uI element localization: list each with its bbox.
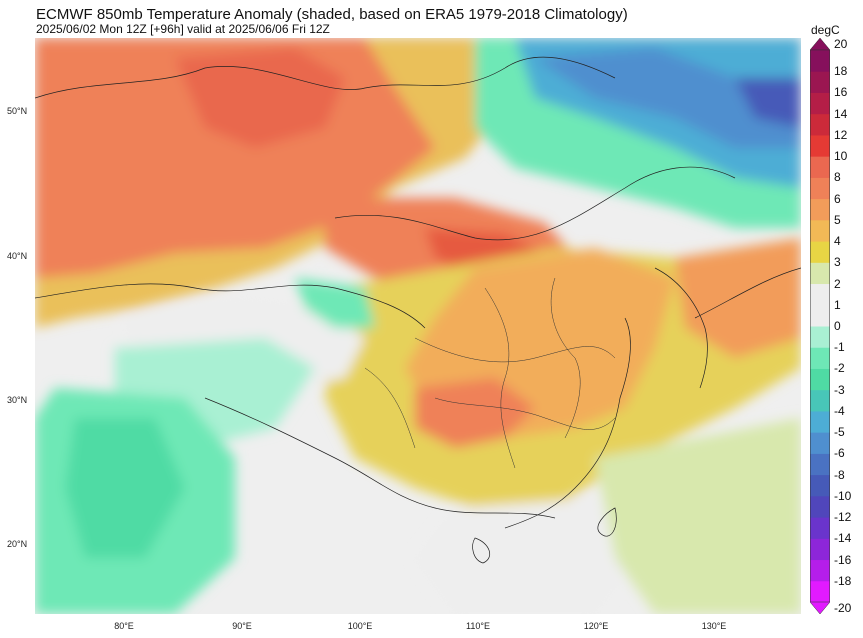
lon-label-130e: 130°E	[701, 621, 727, 631]
colorbar-tick-label: -3	[834, 382, 845, 397]
colorbar-tick-label: -14	[834, 531, 852, 546]
colorbar-tick-label: -10	[834, 488, 852, 503]
colorbar-band	[810, 241, 830, 263]
anomaly-neutral-southeast	[595, 418, 801, 614]
colorbar	[810, 38, 830, 614]
colorbar-tick-label: 5	[834, 212, 841, 227]
coastline-japan	[694, 267, 801, 319]
colorbar-band	[810, 368, 830, 391]
colorbar-band	[810, 198, 830, 221]
colorbar-tick-label: -1	[834, 340, 845, 355]
island-taiwan	[597, 507, 617, 537]
colorbar-band	[810, 177, 830, 200]
map-canvas	[35, 38, 801, 614]
colorbar-tick-label: -16	[834, 552, 852, 567]
colorbar-frame	[810, 49, 830, 603]
colorbar-band	[810, 538, 830, 561]
colorbar-tick-label: -8	[834, 467, 845, 482]
island-hainan	[472, 537, 491, 564]
colorbar-tick-label: 20	[834, 37, 848, 51]
colorbar-band	[810, 326, 830, 348]
colorbar-tick-label: 16	[834, 85, 848, 100]
lat-label-20n: 20°N	[7, 539, 28, 549]
colorbar-tick-label: -4	[834, 403, 845, 418]
colorbar-tick-label: 1	[834, 297, 841, 312]
anomaly-cool-south-sea	[415, 498, 635, 614]
lon-label-120e: 120°E	[583, 621, 609, 631]
colorbar-band	[810, 517, 830, 539]
colorbar-tick-label: 8	[834, 170, 841, 185]
colorbar-tick-label: -6	[834, 446, 845, 461]
anomaly-warm-central-core	[415, 378, 535, 448]
anomaly-cool-india-core	[65, 418, 185, 558]
anomaly-warm-korea	[675, 238, 801, 358]
colorbar-band	[810, 474, 830, 497]
anomaly-cold-northeast-peak	[735, 78, 801, 128]
colorbar-band	[810, 113, 830, 136]
anomaly-cool-tibet-core	[295, 278, 375, 328]
anomaly-map	[35, 38, 801, 614]
anomaly-cold-northeast-core	[535, 48, 801, 148]
colorbar-extend-min	[810, 601, 830, 614]
colorbar-tick-label: 0	[834, 319, 841, 333]
lat-label-50n: 50°N	[7, 106, 28, 116]
colorbar-band	[810, 92, 830, 115]
colorbar-tick-label: 10	[834, 149, 848, 164]
map-subtitle: 2025/06/02 Mon 12Z [+96h] valid at 2025/…	[36, 22, 330, 36]
colorbar-tick-label: -2	[834, 361, 845, 376]
border-tibet	[35, 283, 426, 329]
colorbar-band	[810, 262, 830, 285]
colorbar-band	[810, 453, 830, 476]
colorbar-tick-label: 6	[834, 191, 841, 206]
country-borders	[35, 56, 801, 564]
province-borders	[364, 277, 616, 469]
colorbar-band	[810, 71, 830, 93]
colorbar-tick-label: 3	[834, 255, 841, 270]
colorbar-band	[810, 304, 830, 327]
colorbar-tick-label: -20	[834, 601, 852, 615]
colorbar-tick-label: 18	[834, 64, 848, 79]
coastline-east	[504, 317, 631, 529]
colorbar-band	[810, 432, 830, 454]
colorbar-tick-label: -5	[834, 425, 845, 440]
colorbar-tick-label: -12	[834, 510, 852, 525]
colorbar-band	[810, 347, 830, 369]
colorbar-band	[810, 156, 830, 178]
colorbar-band	[810, 134, 830, 157]
colorbar-band	[810, 389, 830, 412]
map-title: ECMWF 850mb Temperature Anomaly (shaded,…	[36, 6, 628, 23]
anomaly-warm-northwest-peak	[175, 48, 345, 148]
lon-label-80e: 80°E	[114, 621, 134, 631]
border-south	[204, 397, 556, 519]
colorbar-band	[810, 219, 830, 242]
colorbar-band	[810, 50, 830, 72]
lon-label-90e: 90°E	[232, 621, 252, 631]
colorbar-band	[810, 410, 830, 433]
colorbar-tick-label: 4	[834, 234, 841, 249]
border-north	[35, 56, 616, 99]
colorbar-band	[810, 495, 830, 518]
colorbar-band	[810, 559, 830, 582]
colorbar-tick-label: 12	[834, 127, 848, 142]
colorbar-unit: degC	[811, 23, 840, 37]
lon-label-100e: 100°E	[347, 621, 373, 631]
colorbar-band	[810, 580, 830, 603]
coastline-korea	[654, 267, 708, 389]
colorbar-tick-label: 14	[834, 106, 848, 121]
lon-label-110e: 110°E	[466, 621, 490, 631]
colorbar-tick-label: 2	[834, 276, 841, 291]
lat-label-40n: 40°N	[7, 251, 28, 261]
lat-label-30n: 30°N	[7, 395, 28, 405]
colorbar-tick-label: -18	[834, 573, 852, 588]
colorbar-extend-max	[810, 38, 830, 51]
border-mongolia	[334, 166, 736, 241]
colorbar-band	[810, 283, 830, 306]
